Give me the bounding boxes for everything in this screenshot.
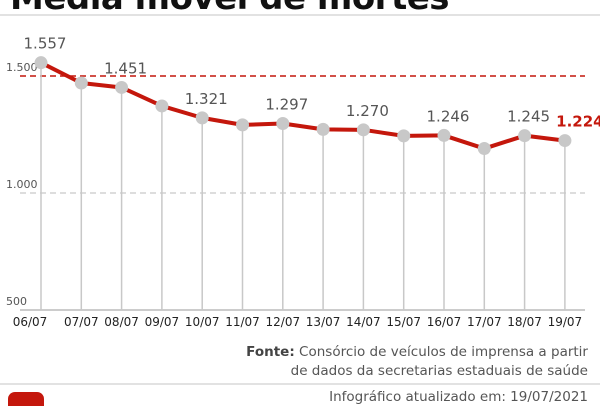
- source-text-1: Consórcio de veículos de imprensa a part…: [299, 344, 588, 360]
- line-chart: 500 1.000 1.500 06/07 07/07 08/07 09/07 10/07 11…: [6, 35, 600, 329]
- x-tick-label: 12/07: [266, 315, 301, 329]
- data-point: [195, 111, 209, 125]
- x-tick-label: 13/07: [306, 315, 341, 329]
- data-label: 1.557: [24, 35, 67, 53]
- data-label: 1.297: [265, 96, 308, 114]
- updated-note: Infográfico atualizado em: 19/07/2021: [329, 389, 588, 405]
- data-point: [236, 118, 249, 132]
- data-point: [115, 80, 129, 94]
- data-label: 1.246: [427, 107, 470, 125]
- chart-title: Média móvel de mortes: [10, 0, 450, 18]
- x-tick-label: 09/07: [145, 315, 180, 329]
- data-point: [316, 122, 330, 136]
- data-point: [437, 128, 451, 142]
- y-tick-label: 1.000: [6, 178, 38, 191]
- data-label: 1.451: [104, 59, 147, 77]
- data-label: 1.321: [185, 90, 228, 108]
- data-point: [74, 76, 88, 90]
- x-tick-label: 07/07: [64, 315, 99, 329]
- series-line: [40, 60, 566, 151]
- data-point: [155, 99, 169, 113]
- x-tick-label: 18/07: [507, 315, 542, 329]
- data-label: 1.224: [556, 113, 600, 131]
- data-point: [276, 117, 290, 131]
- footer-divider: [0, 383, 600, 385]
- x-tick-label: 16/07: [427, 315, 462, 329]
- x-tick-label: 14/07: [346, 315, 381, 329]
- x-tick-label: 08/07: [104, 315, 139, 329]
- y-tick-label: 500: [6, 295, 27, 308]
- source-label: Fonte:: [246, 344, 295, 360]
- data-point: [558, 134, 572, 148]
- data-point: [477, 142, 491, 156]
- data-label: 1.245: [507, 108, 550, 126]
- x-tick-label: 10/07: [185, 315, 220, 329]
- y-tick-label: 1.500: [6, 61, 38, 74]
- x-tick-label: 17/07: [467, 315, 502, 329]
- x-tick-label: 11/07: [225, 315, 260, 329]
- source-text-2: de dados da secretarias estaduais de saú…: [290, 363, 588, 379]
- data-label: 1.270: [346, 102, 389, 120]
- title-divider: [0, 14, 600, 16]
- x-tick-label: 06/07: [13, 315, 48, 329]
- x-tick-label: 15/07: [386, 315, 421, 329]
- data-point: [34, 56, 48, 70]
- g1-logo: [8, 392, 44, 406]
- data-point: [518, 129, 532, 143]
- source-note: Fonte: Consórcio de veículos de imprensa…: [246, 343, 588, 381]
- x-tick-label: 19/07: [548, 315, 583, 329]
- data-point: [356, 123, 370, 137]
- data-point: [397, 129, 411, 143]
